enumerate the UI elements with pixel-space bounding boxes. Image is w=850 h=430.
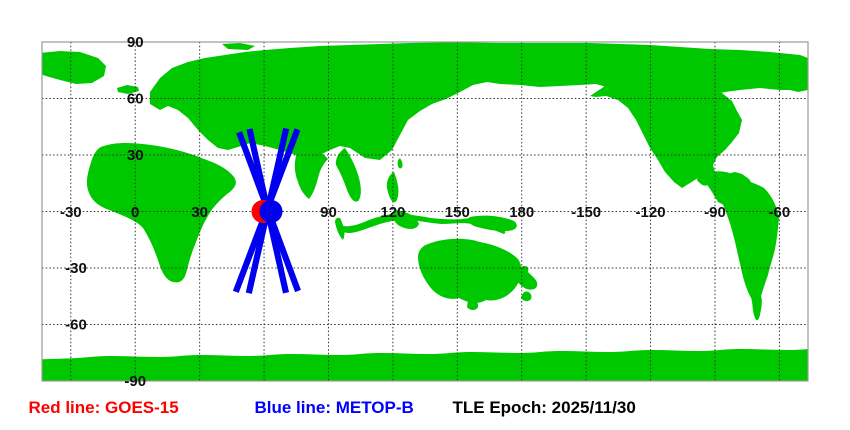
svg-text:90: 90 bbox=[320, 204, 337, 221]
svg-text:90: 90 bbox=[127, 34, 144, 51]
svg-text:-90: -90 bbox=[704, 204, 726, 221]
svg-text:-60: -60 bbox=[769, 204, 791, 221]
svg-text:-60: -60 bbox=[65, 317, 87, 334]
svg-text:150: 150 bbox=[445, 204, 470, 221]
svg-text:-120: -120 bbox=[636, 204, 666, 221]
svg-text:60: 60 bbox=[127, 91, 144, 108]
svg-text:-90: -90 bbox=[124, 373, 146, 390]
svg-text:-150: -150 bbox=[571, 204, 601, 221]
svg-text:0: 0 bbox=[131, 204, 139, 221]
svg-text:-30: -30 bbox=[65, 260, 87, 277]
svg-text:Red line: GOES-15: Red line: GOES-15 bbox=[29, 398, 179, 417]
svg-text:-30: -30 bbox=[60, 204, 82, 221]
svg-text:180: 180 bbox=[509, 204, 534, 221]
svg-text:30: 30 bbox=[191, 204, 208, 221]
svg-text:120: 120 bbox=[380, 204, 405, 221]
svg-text:30: 30 bbox=[127, 147, 144, 164]
svg-text:Blue line: METOP-B: Blue line: METOP-B bbox=[255, 398, 414, 417]
svg-text:TLE Epoch: 2025/11/30: TLE Epoch: 2025/11/30 bbox=[453, 398, 636, 417]
